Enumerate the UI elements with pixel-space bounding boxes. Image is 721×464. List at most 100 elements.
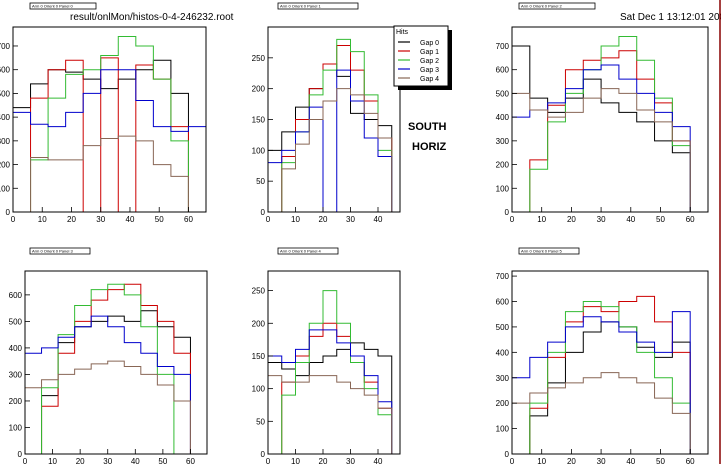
x-tick-label: 40 bbox=[131, 457, 140, 464]
panel-title-box bbox=[29, 247, 91, 255]
x-tick-label: 30 bbox=[103, 457, 112, 464]
y-tick-label: 0 bbox=[6, 208, 11, 217]
panel-title-box bbox=[518, 2, 596, 10]
plot-frame bbox=[511, 270, 709, 455]
legend-label: Gap 0 bbox=[420, 40, 439, 47]
series-gap-2 bbox=[268, 290, 400, 455]
datetime-label: Sat Dec 1 13:12:01 2007 bbox=[620, 12, 721, 23]
panel-title-box bbox=[277, 247, 339, 255]
y-tick-label: 300 bbox=[496, 137, 510, 146]
series-gap-4 bbox=[511, 372, 708, 455]
y-tick-label: 200 bbox=[0, 161, 11, 170]
series-gap-4 bbox=[13, 135, 206, 213]
series-gap-2 bbox=[25, 283, 207, 455]
series-gap-3 bbox=[267, 329, 400, 455]
x-tick-label: 20 bbox=[319, 457, 328, 464]
x-tick-label: 0 bbox=[510, 457, 515, 464]
y-tick-label: 0 bbox=[261, 450, 266, 459]
x-tick-label: 20 bbox=[67, 215, 76, 224]
legend-label: Gap 1 bbox=[420, 49, 439, 56]
series-gap-1 bbox=[268, 322, 400, 455]
x-tick-label: 0 bbox=[23, 457, 28, 464]
x-tick-label: 30 bbox=[96, 215, 105, 224]
plot-frame bbox=[12, 26, 207, 213]
panel-title-box bbox=[29, 2, 97, 10]
series-gap-4 bbox=[24, 360, 207, 455]
x-tick-label: 0 bbox=[266, 457, 271, 464]
plot-frame bbox=[267, 270, 401, 455]
x-tick-label: 10 bbox=[48, 457, 57, 464]
x-tick-label: 0 bbox=[11, 215, 16, 224]
y-tick-label: 400 bbox=[496, 348, 510, 357]
series-gap-4 bbox=[267, 375, 400, 455]
y-tick-label: 600 bbox=[496, 298, 510, 307]
panel-1: Arm 0 Orient 0 Panel 1 0 10 20 30 40 0 50 100 150… bbox=[252, 2, 401, 224]
panel-title: Arm 0 Orient 0 Panel 5 bbox=[521, 249, 562, 254]
y-tick-label: 200 bbox=[9, 397, 23, 406]
legend: Hits Gap 0 Gap 1 Gap 2 Gap 3 Gap 4 bbox=[393, 25, 452, 90]
y-tick-label: 100 bbox=[0, 184, 11, 193]
y-tick-label: 700 bbox=[496, 42, 510, 51]
y-tick-label: 500 bbox=[496, 323, 510, 332]
series-gap-3 bbox=[267, 69, 400, 213]
x-tick-label: 50 bbox=[158, 457, 167, 464]
series-gap-0 bbox=[12, 59, 206, 213]
panel-title: Arm 0 Orient 0 Panel 2 bbox=[521, 4, 562, 9]
panel-5: Arm 0 Orient 0 Panel 50 10 20 30 40 50 6001002… bbox=[496, 247, 709, 464]
plot-frame bbox=[511, 26, 709, 213]
x-tick-label: 20 bbox=[76, 457, 85, 464]
x-tick-label: 60 bbox=[686, 215, 695, 224]
y-tick-label: 100 bbox=[9, 423, 23, 432]
x-tick-label: 60 bbox=[186, 457, 195, 464]
panel-2: Arm 0 Orient 0 Panel 20 10 20 30 40 50 6001002… bbox=[496, 2, 709, 224]
series-gap-0 bbox=[512, 321, 708, 455]
y-tick-label: 600 bbox=[0, 66, 11, 75]
series-gap-1 bbox=[25, 283, 207, 455]
y-tick-label: 600 bbox=[9, 291, 23, 300]
y-tick-label: 500 bbox=[496, 89, 510, 98]
y-tick-label: 150 bbox=[252, 352, 266, 361]
panel-3: Arm 0 Orient 0 Panel 3 0 10 20 30 40 50 600 100 2… bbox=[9, 247, 208, 464]
y-tick-label: 200 bbox=[496, 161, 510, 170]
panel-title-box bbox=[277, 2, 359, 10]
x-tick-label: 10 bbox=[537, 215, 546, 224]
y-tick-label: 50 bbox=[256, 417, 265, 426]
y-tick-label: 200 bbox=[496, 399, 510, 408]
x-tick-label: 10 bbox=[537, 457, 546, 464]
x-tick-label: 40 bbox=[374, 215, 383, 224]
panel-title: Arm 0 Orient 0 Panel 3 bbox=[32, 249, 73, 254]
panel-4: Arm 0 Orient 0 Panel 4 0 10 20 30 40 0 50 100 150… bbox=[252, 247, 401, 464]
x-tick-label: 40 bbox=[626, 215, 635, 224]
plot-frame bbox=[267, 26, 401, 213]
x-tick-label: 20 bbox=[567, 457, 576, 464]
y-tick-label: 300 bbox=[9, 370, 23, 379]
x-tick-label: 60 bbox=[184, 215, 193, 224]
x-tick-label: 10 bbox=[38, 215, 47, 224]
panel-title: Arm 0 Orient 0 Panel 0 bbox=[32, 4, 73, 9]
legend-title: Hits bbox=[396, 29, 409, 36]
y-tick-label: 200 bbox=[252, 85, 266, 94]
legend-label: Gap 2 bbox=[420, 58, 439, 65]
series-gap-0 bbox=[511, 45, 708, 213]
series-gap-1 bbox=[13, 57, 206, 213]
y-tick-label: 0 bbox=[505, 208, 510, 217]
x-tick-label: 40 bbox=[126, 215, 135, 224]
x-tick-label: 40 bbox=[374, 457, 383, 464]
x-tick-label: 30 bbox=[346, 457, 355, 464]
y-tick-label: 500 bbox=[9, 317, 23, 326]
series-gap-0 bbox=[267, 342, 400, 455]
x-tick-label: 50 bbox=[656, 215, 665, 224]
x-tick-label: 10 bbox=[291, 457, 300, 464]
y-tick-label: 700 bbox=[0, 42, 11, 51]
series-gap-3 bbox=[24, 315, 207, 455]
x-tick-label: 20 bbox=[567, 215, 576, 224]
y-tick-label: 600 bbox=[496, 66, 510, 75]
panel-title: Arm 0 Orient 0 Panel 4 bbox=[280, 249, 321, 254]
x-tick-label: 20 bbox=[319, 215, 328, 224]
y-tick-label: 300 bbox=[496, 374, 510, 383]
y-tick-label: 0 bbox=[261, 208, 266, 217]
x-tick-label: 30 bbox=[597, 457, 606, 464]
annotation-horiz: HORIZ bbox=[412, 141, 447, 153]
y-tick-label: 400 bbox=[0, 113, 11, 122]
x-tick-label: 50 bbox=[155, 215, 164, 224]
